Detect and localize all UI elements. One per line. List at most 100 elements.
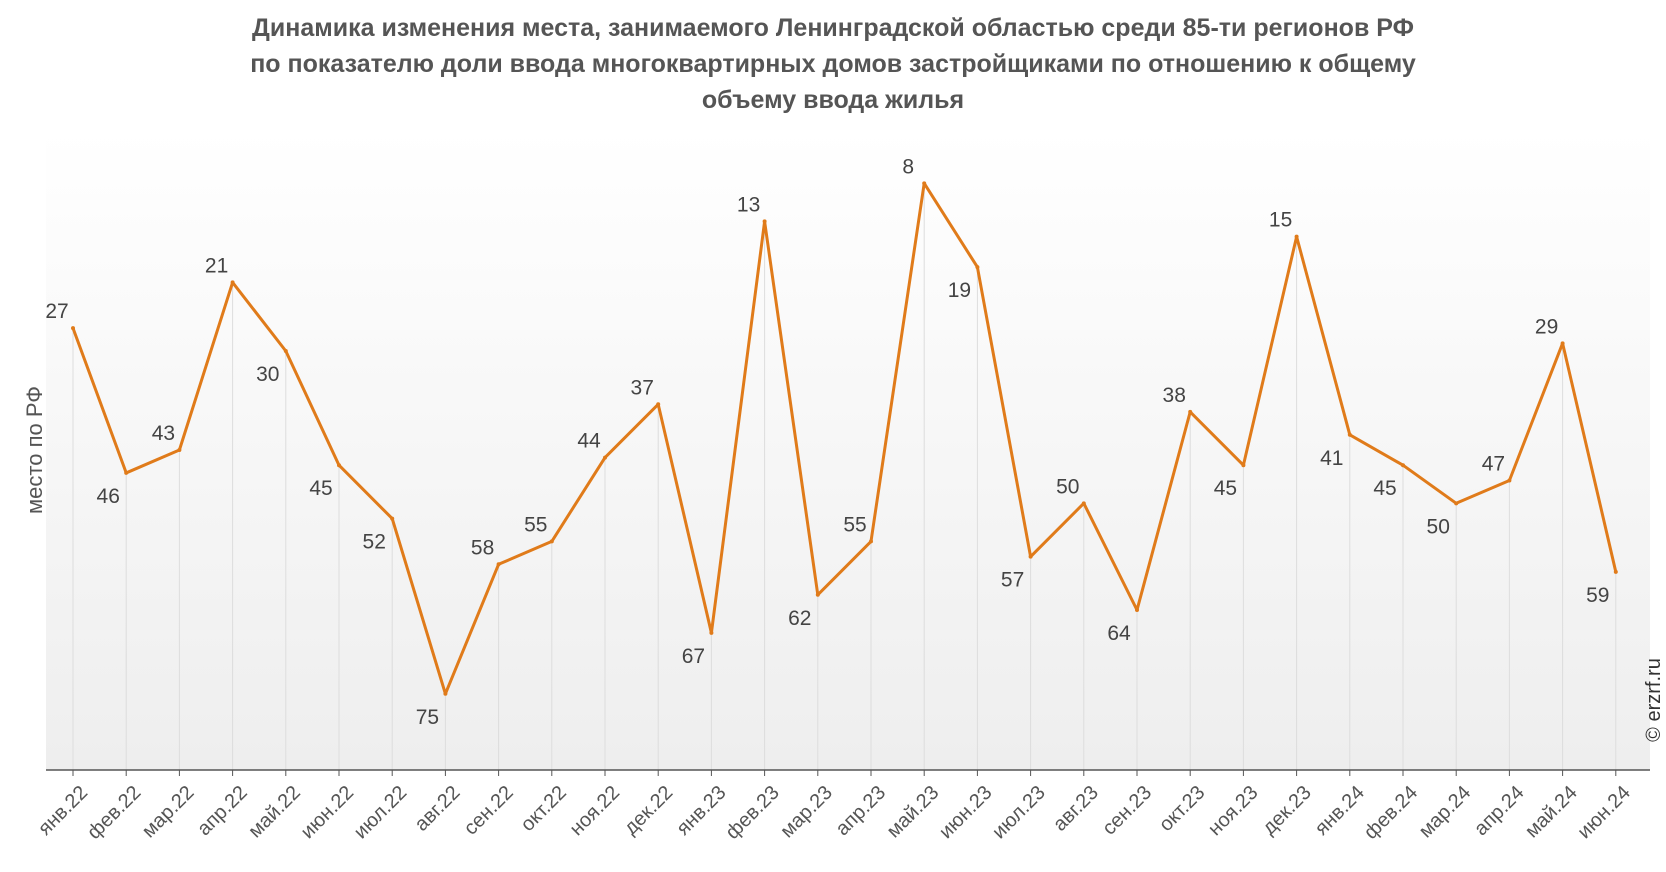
- x-tick-label: дек.23: [1258, 782, 1316, 840]
- data-label: 55: [843, 513, 866, 536]
- x-tick-label: мар.23: [776, 782, 837, 843]
- x-tick-label: авг.23: [1049, 782, 1103, 836]
- data-label: 41: [1320, 447, 1343, 470]
- x-tick-label: апр.22: [193, 782, 252, 841]
- data-point: [71, 326, 75, 331]
- data-point: [1401, 463, 1405, 468]
- data-label: 30: [256, 363, 279, 386]
- chart-title: Динамика изменения места, занимаемого Ле…: [0, 10, 1666, 118]
- x-tick-label: май.24: [1521, 782, 1582, 843]
- chart-title-line-1: Динамика изменения места, занимаемого Ле…: [252, 14, 1414, 42]
- data-point: [549, 539, 554, 544]
- data-point: [1507, 478, 1512, 483]
- x-tick-label: ноя.23: [1204, 782, 1263, 841]
- x-tick-label: ноя.22: [566, 782, 625, 841]
- data-point: [1560, 341, 1565, 346]
- data-label: 50: [1427, 515, 1450, 538]
- x-tick-label: янв.23: [672, 782, 730, 840]
- chart-title-line-2: по показателю доли ввода многоквартирных…: [250, 50, 1416, 78]
- x-tick-label: июл.23: [988, 782, 1050, 844]
- data-point: [337, 463, 341, 468]
- x-tick-label: фев.23: [722, 782, 784, 844]
- data-point: [496, 562, 501, 567]
- data-point: [1241, 463, 1246, 468]
- data-label: 45: [1214, 477, 1237, 500]
- data-point: [177, 448, 182, 452]
- data-point: [603, 455, 607, 460]
- data-labels: 27 46 43 21 30 45 52 75 58 55 44 37 67 13 62 55 8 19 57 50 6…: [45, 155, 1609, 728]
- data-point: [1294, 234, 1299, 239]
- data-label: 59: [1586, 584, 1609, 607]
- data-label: 45: [309, 477, 332, 500]
- data-label: 27: [45, 300, 68, 323]
- data-point: [1188, 409, 1193, 414]
- x-tick-label: июл.22: [350, 782, 412, 844]
- data-point: [922, 181, 927, 186]
- data-label: 52: [363, 531, 386, 554]
- data-label: 38: [1163, 384, 1186, 407]
- data-label: 21: [205, 254, 228, 277]
- data-point: [1028, 554, 1033, 559]
- data-label: 8: [902, 155, 914, 178]
- series-line: [71, 181, 1618, 696]
- x-tick-label: окт.23: [1155, 782, 1209, 836]
- data-point: [443, 691, 448, 696]
- data-label: 15: [1269, 209, 1292, 232]
- data-point: [1135, 608, 1139, 612]
- x-tick-label: июн.24: [1573, 782, 1635, 844]
- data-point: [124, 470, 129, 475]
- x-tick-label: фев.24: [1360, 782, 1422, 844]
- data-point: [815, 592, 820, 597]
- data-label: 50: [1056, 475, 1079, 498]
- data-label: 75: [416, 706, 439, 729]
- x-tick-label: окт.22: [517, 782, 571, 836]
- grid-lines: [72, 183, 1617, 770]
- data-label: 64: [1107, 622, 1131, 645]
- data-point: [975, 265, 980, 270]
- x-axis-ticks: [72, 770, 1617, 776]
- data-label: 58: [471, 536, 494, 559]
- data-point: [869, 539, 873, 544]
- x-tick-label: апр.23: [832, 782, 891, 841]
- data-point: [1347, 432, 1352, 437]
- data-point: [1081, 501, 1086, 506]
- x-tick-label: сен.22: [460, 782, 518, 840]
- data-point: [656, 402, 661, 407]
- data-label: 47: [1482, 452, 1505, 475]
- data-point: [1454, 501, 1459, 506]
- data-point: [230, 280, 235, 285]
- data-label: 13: [737, 193, 760, 216]
- data-label: 43: [152, 422, 175, 445]
- data-label: 55: [524, 513, 547, 536]
- x-tick-label: мар.22: [138, 782, 199, 843]
- x-tick-label: май.22: [244, 782, 305, 843]
- data-label: 44: [577, 430, 601, 453]
- watermark: © erzrf.ru: [1643, 658, 1665, 742]
- plot-area: [46, 130, 1650, 770]
- x-tick-label: фев.22: [83, 782, 145, 844]
- data-label: 37: [631, 376, 654, 399]
- x-tick-label: мар.24: [1415, 782, 1476, 843]
- data-label: 57: [1001, 569, 1024, 592]
- x-tick-label: янв.22: [34, 782, 92, 840]
- x-axis-labels: янв.22фев.22мар.22апр.22май.22июн.22июл.…: [34, 782, 1635, 844]
- x-tick-label: авг.22: [411, 782, 465, 836]
- data-point: [390, 516, 395, 521]
- data-point: [762, 219, 767, 224]
- data-point: [709, 630, 714, 635]
- data-point: [1613, 569, 1618, 574]
- data-label: 19: [948, 279, 971, 302]
- series-layer: [71, 181, 1618, 696]
- data-label: 29: [1535, 315, 1558, 338]
- x-tick-label: дек.22: [620, 782, 678, 840]
- x-tick-label: май.23: [883, 782, 944, 843]
- x-tick-label: сен.23: [1098, 782, 1156, 840]
- data-label: 45: [1373, 477, 1396, 500]
- data-point: [283, 348, 288, 353]
- x-tick-label: янв.24: [1311, 782, 1369, 840]
- x-tick-label: апр.24: [1470, 782, 1529, 841]
- data-label: 62: [788, 607, 811, 630]
- x-tick-label: июн.23: [935, 782, 997, 844]
